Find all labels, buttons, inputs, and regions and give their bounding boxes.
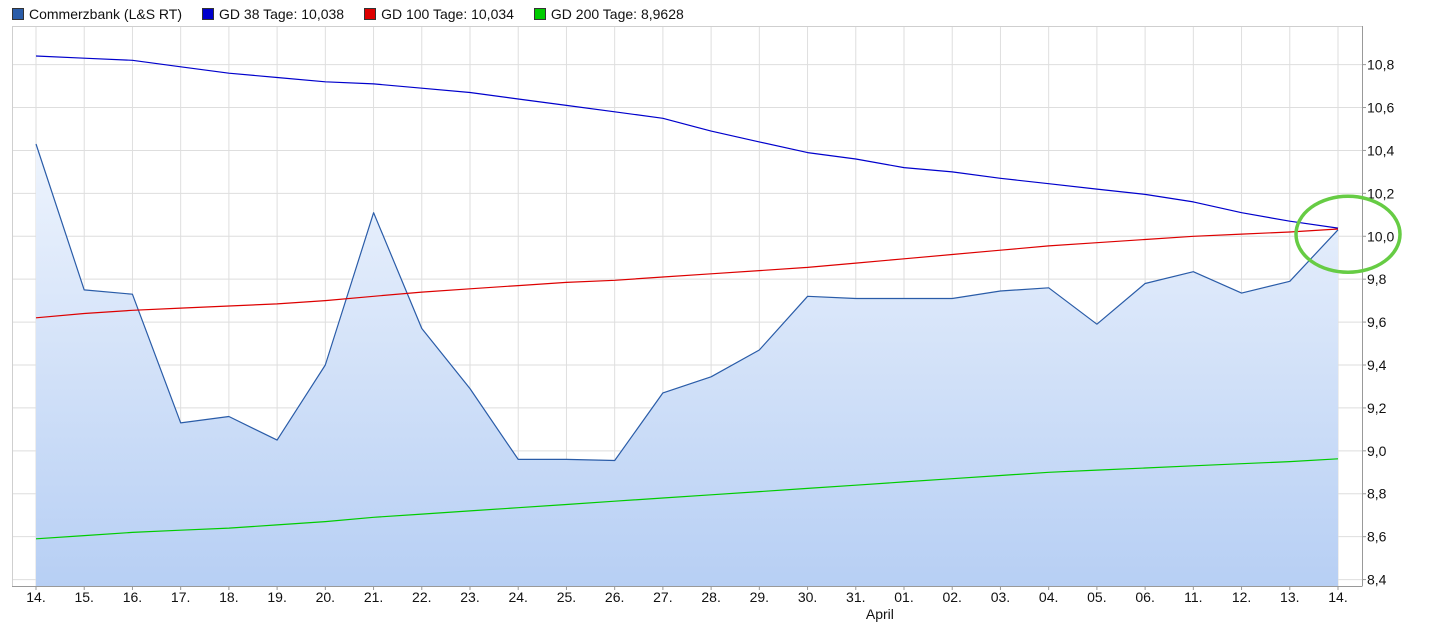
legend-swatch: [12, 8, 24, 20]
y-tick-label: 8,4: [1367, 572, 1387, 588]
x-tick-label: 14.: [26, 589, 45, 605]
y-tick-label: 8,6: [1367, 529, 1387, 545]
legend-item[interactable]: GD 200 Tage: 8,9628: [533, 6, 684, 22]
highlight-circle: [1294, 194, 1402, 275]
x-tick-label: 23.: [460, 589, 479, 605]
x-tick-label: 21.: [364, 589, 383, 605]
legend-swatch: [202, 8, 215, 20]
price-area-fill: [36, 144, 1338, 586]
x-axis: 14. 15. 16. 17. 18. 19. 20. 21. 22. 23. 24. 25. 26. 2…: [26, 586, 1348, 622]
x-tick-label: 12.: [1232, 589, 1251, 605]
y-axis: 8,4 8,6 8,8 9,0 9,2 9,4 9,6 9,8 10,0 10,2 10,4 10,6…: [1362, 57, 1394, 588]
chart-annotations: [1294, 194, 1402, 275]
series-line-0: [35, 143, 1339, 462]
y-tick-label: 10,4: [1367, 142, 1394, 158]
chart-lines: [35, 55, 1339, 540]
y-tick-label: 8,8: [1367, 486, 1387, 502]
legend-label: Commerzbank (L&S RT): [29, 6, 183, 22]
legend-label: GD 100 Tage: 10,034: [381, 6, 514, 22]
x-tick-label: 04.: [1039, 589, 1058, 605]
x-tick-label: 03.: [991, 589, 1010, 605]
x-tick-label: 01.: [894, 589, 913, 605]
x-tick-label: 16.: [123, 589, 142, 605]
x-tick-label: 31.: [846, 589, 865, 605]
legend-item[interactable]: Commerzbank (L&S RT): [12, 6, 182, 22]
series-line-1: [35, 55, 1339, 229]
x-tick-label: 05.: [1087, 589, 1106, 605]
chart-legend: Commerzbank (L&S RT) GD 38 Tage: 10,038 GD…: [12, 5, 704, 23]
legend-item[interactable]: GD 38 Tage: 10,038: [202, 6, 344, 22]
x-tick-label: 22.: [412, 589, 431, 605]
plot-frame: [12, 26, 1363, 587]
x-tick-label: 11.: [1184, 589, 1202, 605]
legend-swatch: [364, 8, 377, 20]
x-tick-label: 14.: [1328, 589, 1347, 605]
x-tick-label: 24.: [508, 589, 527, 605]
x-tick-label: 17.: [171, 589, 190, 605]
x-tick-label: 18.: [219, 589, 238, 605]
x-tick-label: 30.: [798, 589, 817, 605]
y-tick-label: 9,6: [1367, 314, 1387, 330]
x-tick-label: 06.: [1135, 589, 1154, 605]
x-tick-label: 02.: [942, 589, 961, 605]
x-tick-label: 29.: [750, 589, 769, 605]
legend-label: GD 38 Tage: 10,038: [219, 6, 345, 22]
x-tick-label: 20.: [316, 589, 335, 605]
series-line-3: [35, 458, 1339, 540]
y-tick-label: 10,8: [1367, 57, 1394, 73]
price-area: [36, 144, 1338, 586]
y-tick-label: 9,8: [1367, 271, 1387, 287]
y-tick-label: 10,6: [1367, 100, 1394, 116]
legend-item[interactable]: GD 100 Tage: 10,034: [364, 6, 514, 22]
y-tick-label: 9,2: [1367, 400, 1387, 416]
y-tick-label: 9,0: [1367, 443, 1387, 459]
series-line-2: [35, 228, 1339, 319]
x-tick-label: 25.: [557, 589, 576, 605]
x-tick-label: 13.: [1280, 589, 1299, 605]
x-tick-label: 27.: [653, 589, 672, 605]
legend-swatch: [533, 8, 546, 20]
y-tick-label: 10,2: [1367, 185, 1394, 201]
legend-label: GD 200 Tage: 8,9628: [550, 6, 684, 22]
y-tick-label: 10,0: [1367, 228, 1394, 244]
x-tick-label: 19.: [267, 589, 286, 605]
x-tick-label: 15.: [74, 589, 93, 605]
y-tick-label: 9,4: [1367, 357, 1387, 373]
x-tick-label: 28.: [701, 589, 720, 605]
x-month-label: April: [866, 606, 894, 622]
x-tick-label: 26.: [605, 589, 624, 605]
